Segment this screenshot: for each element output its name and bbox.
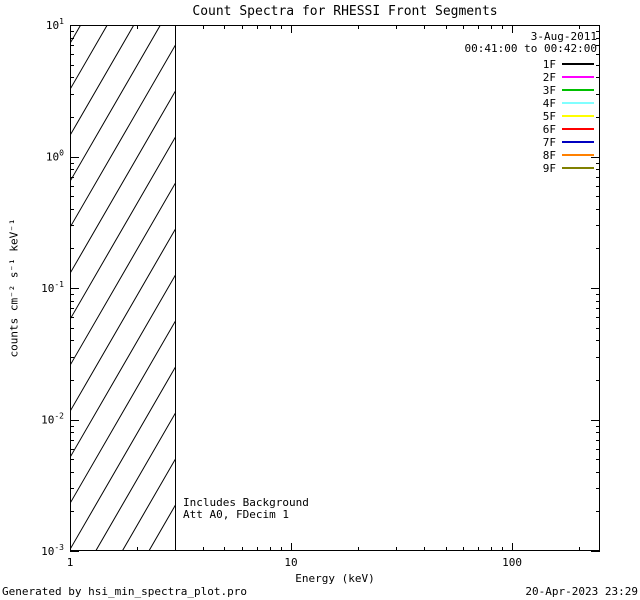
y-tick-label: 10-2 <box>41 412 64 427</box>
y-tick-label: 101 <box>46 17 64 32</box>
legend-entry: 8F <box>543 149 594 162</box>
legend-label: 2F <box>543 71 556 84</box>
y-tick-label: 10-1 <box>41 280 64 295</box>
x-tick-label: 10 <box>284 556 297 569</box>
x-tick-label: 100 <box>502 556 522 569</box>
legend-label: 3F <box>543 84 556 97</box>
legend-entry: 4F <box>543 97 594 110</box>
hatched-background-region <box>70 25 176 551</box>
y-axis-label: counts cm⁻² s⁻¹ keV⁻¹ <box>7 218 21 358</box>
time-range-label: 00:41:00 to 00:42:00 <box>464 42 597 55</box>
legend-label: 8F <box>543 149 556 162</box>
legend-label: 6F <box>543 123 556 136</box>
plot-frame <box>70 25 600 551</box>
legend-entry: 5F <box>543 110 594 123</box>
x-tick-label: 1 <box>67 556 74 569</box>
y-tick-label: 100 <box>46 149 64 164</box>
legend-label: 4F <box>543 97 556 110</box>
legend-label: 1F <box>543 58 556 71</box>
legend-entry: 6F <box>543 123 594 136</box>
chart-title: Count Spectra for RHESSI Front Segments <box>192 4 498 19</box>
legend-entry: 9F <box>543 162 594 175</box>
date-label: 3-Aug-2011 <box>530 30 597 43</box>
legend-label: 7F <box>543 136 556 149</box>
attenuator-note: Att A0, FDecim 1 <box>183 508 289 521</box>
generated-timestamp: 20-Apr-2023 23:29 <box>525 585 638 598</box>
x-axis-label: Energy (keV) <box>295 572 375 585</box>
legend-entry: 3F <box>543 84 594 97</box>
axis-ticks <box>70 25 600 552</box>
legend-label: 9F <box>543 162 556 175</box>
legend-label: 5F <box>543 110 556 123</box>
generated-by-label: Generated by hsi_min_spectra_plot.pro <box>2 585 248 598</box>
legend-entry: 1F <box>543 58 594 71</box>
includes-background-note: Includes Background <box>183 496 309 509</box>
legend-entry: 2F <box>543 71 594 84</box>
legend-entry: 7F <box>543 136 594 149</box>
y-tick-label: 10-3 <box>41 543 64 558</box>
